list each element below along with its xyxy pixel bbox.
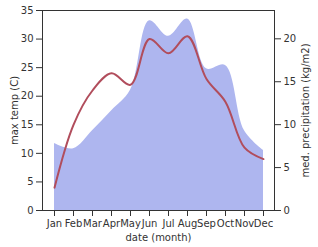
svg-text:35: 35	[21, 5, 34, 16]
svg-text:25: 25	[21, 62, 34, 73]
svg-text:0: 0	[284, 205, 290, 216]
svg-text:20: 20	[284, 33, 297, 44]
svg-text:Mar: Mar	[83, 218, 103, 229]
svg-text:30: 30	[21, 33, 34, 44]
svg-text:Jan: Jan	[46, 218, 62, 229]
svg-text:Jun: Jun	[141, 218, 158, 229]
svg-text:Feb: Feb	[65, 218, 83, 229]
svg-text:med. precipitation (kg/m2): med. precipitation (kg/m2)	[300, 43, 311, 177]
svg-text:Sep: Sep	[197, 218, 216, 229]
svg-text:15: 15	[21, 119, 34, 130]
svg-text:max temp (C): max temp (C)	[9, 76, 20, 145]
svg-text:Nov: Nov	[235, 218, 255, 229]
svg-text:Dec: Dec	[254, 218, 273, 229]
svg-text:10: 10	[284, 119, 297, 130]
svg-text:Apr: Apr	[103, 218, 121, 229]
svg-text:Oct: Oct	[217, 218, 234, 229]
svg-text:0: 0	[27, 205, 33, 216]
svg-text:Aug: Aug	[178, 218, 198, 229]
svg-text:date (month): date (month)	[126, 232, 192, 243]
svg-text:Jul: Jul	[161, 218, 174, 229]
svg-text:15: 15	[284, 76, 297, 87]
svg-text:10: 10	[21, 148, 34, 159]
svg-text:5: 5	[27, 176, 33, 187]
svg-text:20: 20	[21, 90, 34, 101]
svg-text:5: 5	[284, 162, 290, 173]
svg-text:May: May	[120, 218, 141, 229]
